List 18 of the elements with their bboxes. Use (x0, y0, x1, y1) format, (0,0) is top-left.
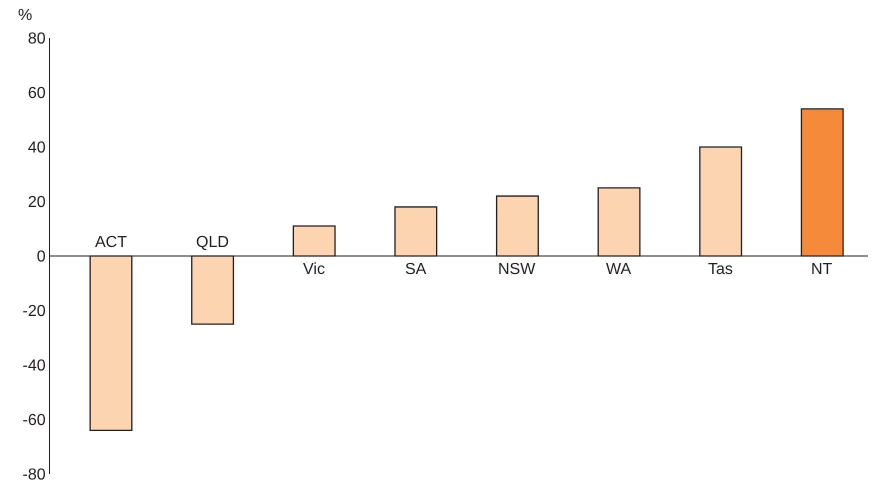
x-tick-label: ACT (95, 234, 128, 251)
y-tick-label: 80 (28, 30, 46, 48)
y-tick-label: -40 (22, 358, 46, 375)
y-tick-label: -80 (22, 466, 46, 484)
x-tick-label: QLD (196, 234, 229, 251)
x-tick-label: NT (811, 261, 833, 278)
x-tick-label: Tas (708, 261, 733, 278)
x-tick-label: WA (606, 261, 632, 278)
y-tick-label: 60 (28, 85, 46, 102)
x-tick-label: NSW (498, 261, 536, 278)
x-tick-label: Vic (303, 261, 325, 278)
y-tick-label: 20 (28, 194, 46, 212)
y-axis-title: % (18, 7, 32, 24)
x-tick-label: SA (405, 261, 427, 278)
y-tick-label: 40 (28, 140, 46, 157)
y-tick-label: 0 (36, 248, 46, 266)
y-tick-label: -20 (22, 303, 46, 320)
y-tick-label: -60 (22, 412, 46, 430)
